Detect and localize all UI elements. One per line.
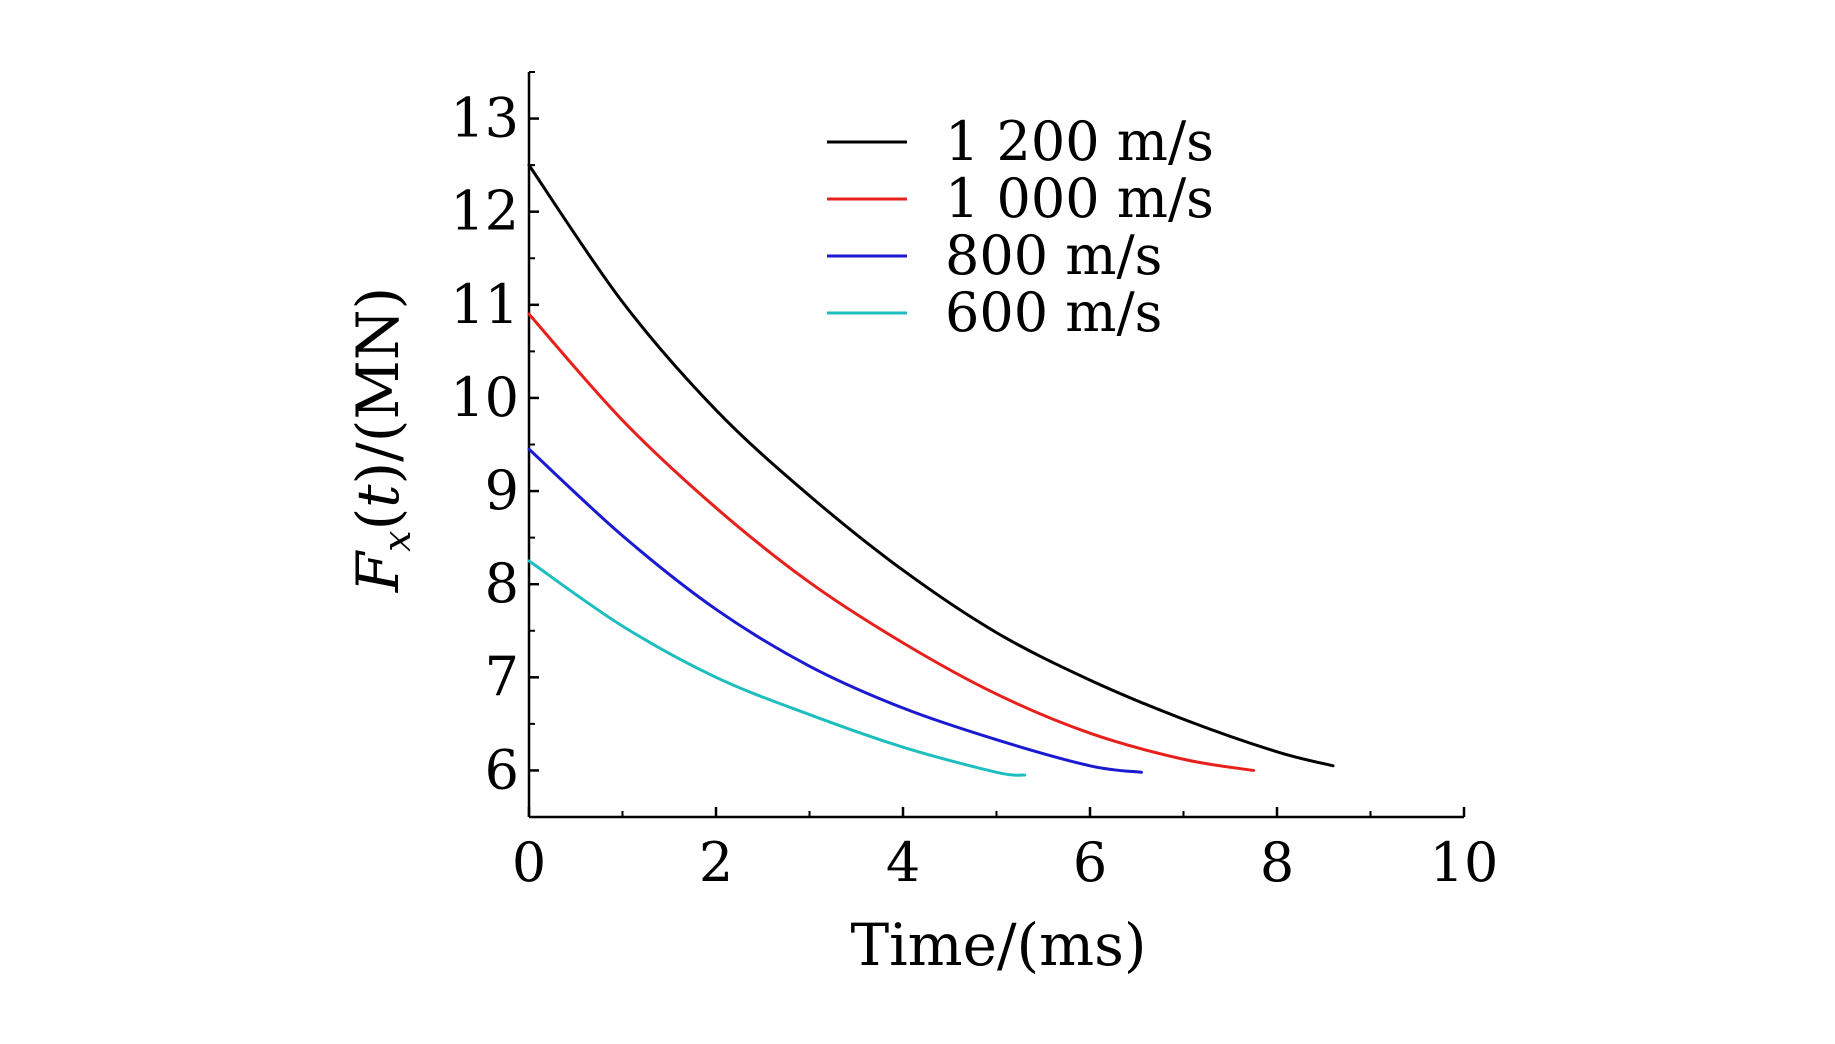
y-axis-title-part: F <box>344 550 412 593</box>
y-axis-title-part: )/(MN) <box>344 287 412 485</box>
y-axis-title-subscript: x <box>375 530 419 551</box>
x-tick-label: 10 <box>1430 831 1499 894</box>
y-tick-label: 12 <box>450 180 519 243</box>
y-axis-title-part: t <box>344 484 412 508</box>
y-axis-title-part: ( <box>344 508 412 531</box>
x-tick-label: 4 <box>886 831 920 894</box>
y-axis-title: Fx(t)/(MN) <box>344 287 419 593</box>
legend-label: 1 200 m/s <box>945 110 1214 173</box>
y-tick-label: 9 <box>485 459 519 522</box>
series-line-0 <box>527 163 1335 768</box>
x-axis-title: Time/(ms) <box>850 911 1146 979</box>
series-line-3 <box>527 559 1027 777</box>
series-line-2 <box>527 447 1143 774</box>
y-tick-label: 11 <box>450 273 519 336</box>
y-tick-label: 7 <box>485 645 519 708</box>
x-tick-label: 8 <box>1260 831 1294 894</box>
legend-label: 800 m/s <box>945 224 1162 287</box>
y-tick-label: 13 <box>450 87 519 150</box>
y-tick-label: 6 <box>485 738 519 801</box>
y-tick-label: 8 <box>485 552 519 615</box>
x-tick-label: 0 <box>512 831 546 894</box>
series-line-1 <box>527 312 1256 772</box>
x-tick-label: 6 <box>1073 831 1107 894</box>
y-tick-label: 10 <box>450 366 519 429</box>
x-tick-label: 2 <box>699 831 733 894</box>
legend-label: 600 m/s <box>945 281 1162 344</box>
legend-label: 1 000 m/s <box>945 167 1214 230</box>
